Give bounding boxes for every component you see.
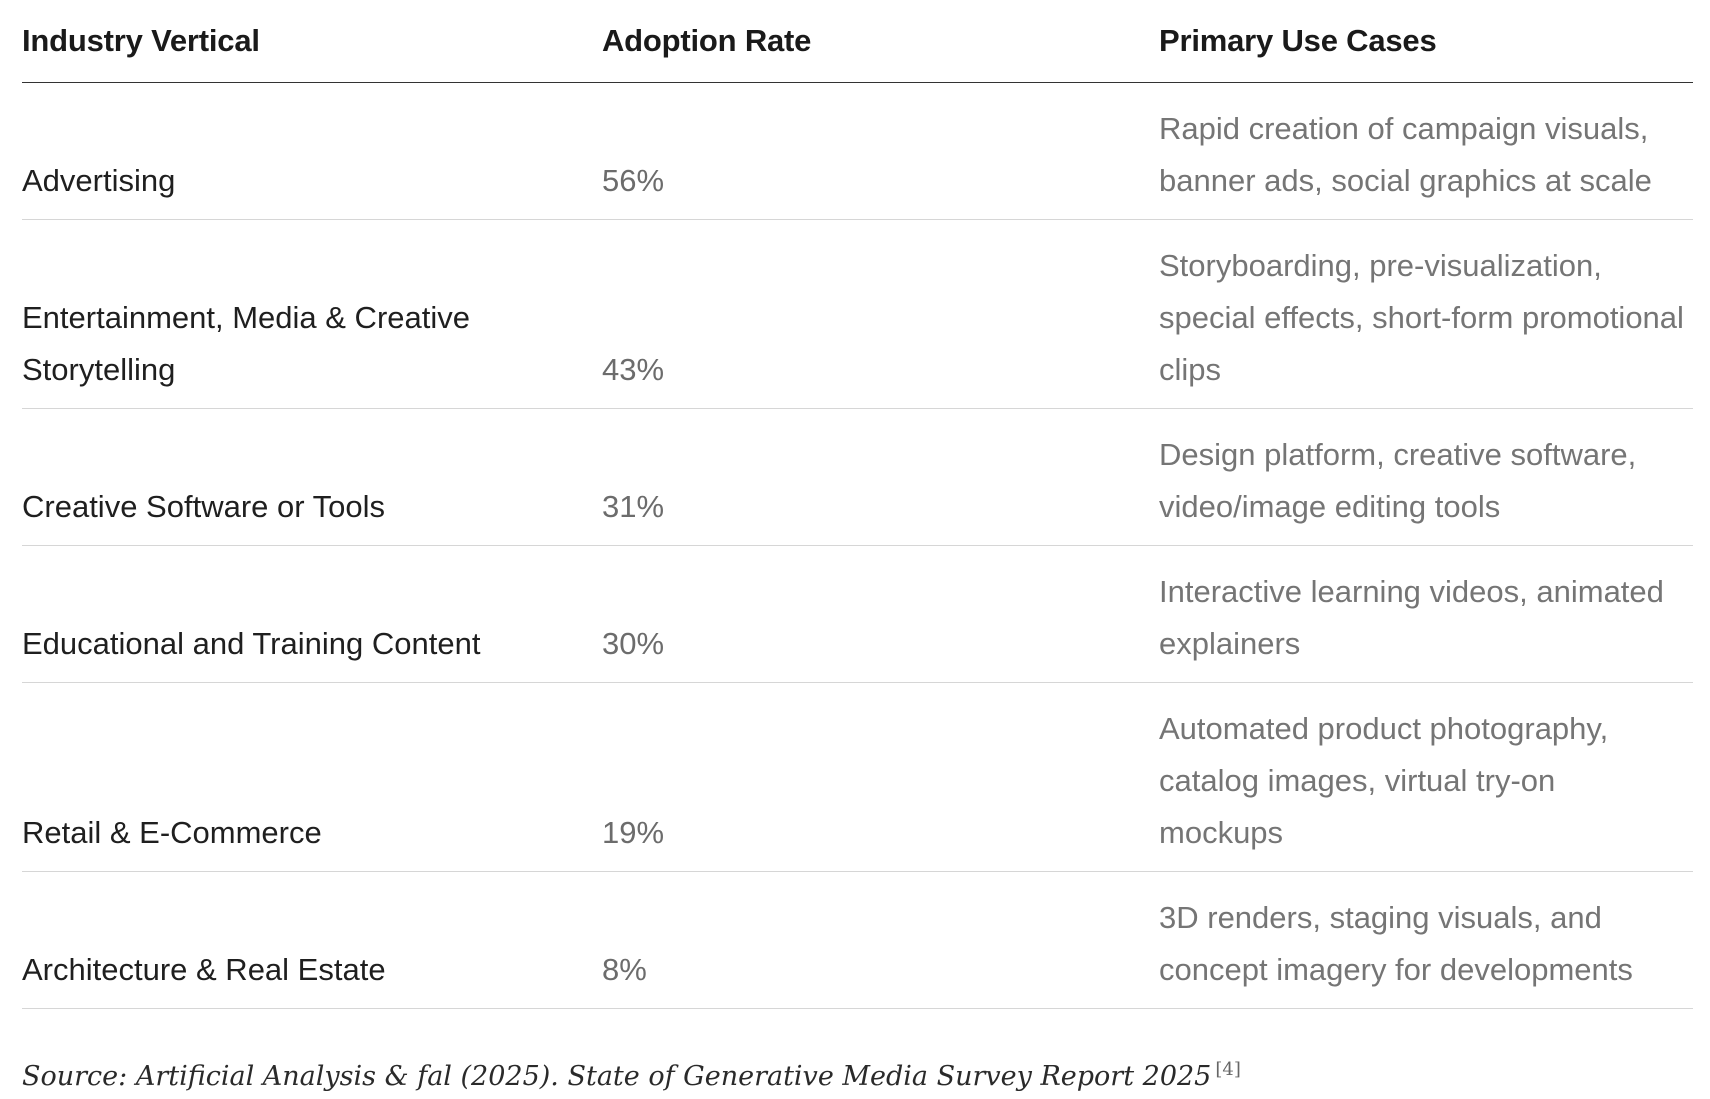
industry-cell: Architecture & Real Estate	[22, 871, 602, 1009]
adoption-cell: 30%	[602, 545, 1159, 683]
adoption-cell: 56%	[602, 82, 1159, 220]
table-row: Entertainment, Media & Creative Storytel…	[22, 219, 1693, 409]
use-cases-cell: Design platform, creative software, vide…	[1159, 408, 1693, 546]
table-row: Educational and Training Content 30% Int…	[22, 545, 1693, 683]
industry-cell: Educational and Training Content	[22, 545, 602, 683]
table-row: Advertising 56% Rapid creation of campai…	[22, 82, 1693, 220]
adoption-table-container: Industry Vertical Adoption Rate Primary …	[22, 0, 1693, 1009]
use-cases-cell: Storyboarding, pre-visualization, specia…	[1159, 219, 1693, 409]
adoption-cell: 8%	[602, 871, 1159, 1009]
industry-cell: Entertainment, Media & Creative Storytel…	[22, 219, 602, 409]
adoption-cell: 19%	[602, 682, 1159, 872]
use-cases-cell: 3D renders, staging visuals, and concept…	[1159, 871, 1693, 1009]
use-cases-cell: Interactive learning videos, animated ex…	[1159, 545, 1693, 683]
source-citation: Source: Artificial Analysis & fal (2025)…	[22, 1048, 1241, 1099]
industry-cell: Advertising	[22, 82, 602, 220]
use-cases-cell: Automated product photography, catalog i…	[1159, 682, 1693, 872]
adoption-table: Industry Vertical Adoption Rate Primary …	[22, 0, 1693, 1009]
table-header-row: Industry Vertical Adoption Rate Primary …	[22, 0, 1693, 83]
header-industry-vertical: Industry Vertical	[22, 0, 602, 83]
table-row: Architecture & Real Estate 8% 3D renders…	[22, 871, 1693, 1009]
industry-cell: Creative Software or Tools	[22, 408, 602, 546]
adoption-cell: 31%	[602, 408, 1159, 546]
reference-link[interactable]: [4]	[1215, 1059, 1241, 1080]
table-row: Retail & E-Commerce 19% Automated produc…	[22, 682, 1693, 872]
source-text: Source: Artificial Analysis & fal (2025)…	[22, 1061, 1212, 1092]
adoption-cell: 43%	[602, 219, 1159, 409]
header-adoption-rate: Adoption Rate	[602, 0, 1159, 83]
header-primary-use-cases: Primary Use Cases	[1159, 0, 1693, 83]
table-row: Creative Software or Tools 31% Design pl…	[22, 408, 1693, 546]
use-cases-cell: Rapid creation of campaign visuals, bann…	[1159, 82, 1693, 220]
industry-cell: Retail & E-Commerce	[22, 682, 602, 872]
